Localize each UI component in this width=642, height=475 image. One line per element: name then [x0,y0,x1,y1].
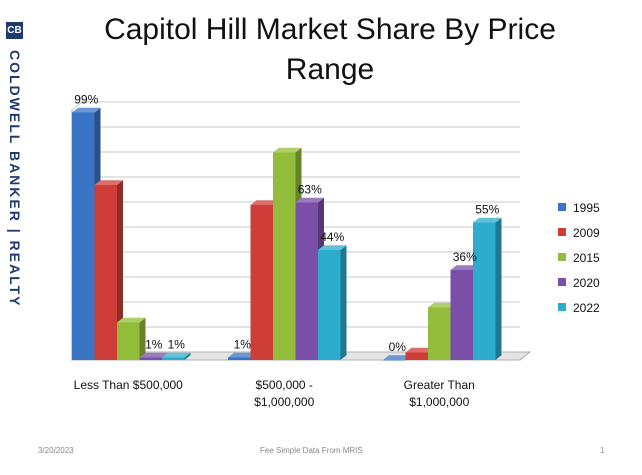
bar-chart: 99% 1% 1% 1% 63% 44% 0% 36% 55% Less Than $500,00… [70,93,600,409]
bar-top [94,180,123,185]
bar-top [428,302,457,308]
bar [383,360,406,361]
x-tick-label: Greater Than [404,378,475,392]
legend-label: 2015 [573,251,600,265]
legend-swatch [558,303,566,311]
bar-top [473,217,502,223]
bar [273,152,296,360]
bar-top [250,200,279,205]
bar [473,222,496,360]
coldwell-banker-logo-icon: CB [6,22,23,39]
x-tick-label: $500,000 - [256,378,313,392]
chart-title: Capitol Hill Market Share By Price Range [60,10,600,90]
bar [162,357,185,360]
data-label: 63% [298,183,322,197]
data-label: 1% [168,338,186,352]
data-label: 1% [145,338,163,352]
legend-label: 2009 [573,226,600,240]
data-label: 99% [74,93,98,107]
legend-swatch [558,253,566,261]
data-label: 36% [453,250,477,264]
data-label: 55% [475,203,499,217]
bar-top [295,197,324,203]
bar [117,322,140,360]
legend-swatch [558,228,566,236]
footer-date: 3/20/2023 [38,446,74,455]
bar-top [383,355,412,360]
bar-side [139,317,146,360]
legend-label: 2022 [573,301,600,315]
chart-title-line-1: Capitol Hill Market Share By Price [104,13,556,46]
bar-top [405,347,434,353]
bar [94,185,117,360]
bar [250,205,273,360]
bar-side [184,352,191,360]
chart-title-line-2: Range [285,53,375,86]
bar [72,112,95,360]
bar-top [139,352,168,358]
legend-swatch [558,203,566,211]
data-label: 1% [234,338,252,352]
bar [405,352,428,360]
x-tick-label: $1,000,000 [409,395,469,409]
x-tick-label: Less Than $500,000 [74,378,184,392]
bar-top [162,352,191,358]
footer-source: Fee Simple Data From MRIS [260,446,363,455]
legend-swatch [558,278,566,286]
bar-side [495,217,502,360]
bar-top [318,245,347,250]
bar-top [117,317,146,323]
legend-label: 2020 [573,276,600,290]
bar-side [117,180,123,360]
side-gridline [71,101,83,111]
data-label: 0% [389,340,407,354]
bar-top [72,107,101,113]
brand-sidebar: CB COLDWELL BANKER | REALTY [0,0,30,340]
bar-top [228,352,257,358]
bar [139,357,162,360]
footer-page-number: 1 [600,446,605,455]
bar [318,250,341,360]
data-label: 44% [320,230,344,244]
bar [228,357,251,360]
bar-top [273,147,302,153]
x-tick-label: $1,000,000 [254,395,314,409]
legend-label: 1995 [573,201,600,215]
bar [295,202,318,360]
bar-side [340,245,347,360]
bar [450,270,473,360]
bar [428,307,451,360]
bar-top [450,265,479,270]
